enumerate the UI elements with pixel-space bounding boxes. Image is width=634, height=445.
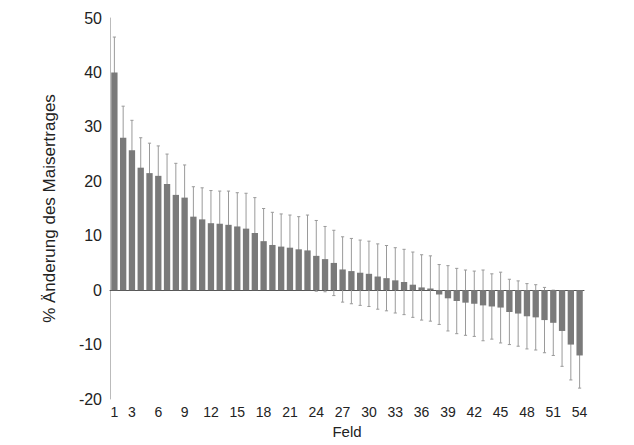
- svg-text:30: 30: [84, 118, 102, 135]
- svg-text:51: 51: [545, 404, 561, 420]
- svg-text:24: 24: [308, 404, 324, 420]
- svg-text:30: 30: [361, 404, 377, 420]
- svg-text:54: 54: [572, 404, 588, 420]
- svg-text:15: 15: [229, 404, 245, 420]
- svg-text:42: 42: [466, 404, 482, 420]
- svg-text:% Änderung des Maisertrages: % Änderung des Maisertrages: [40, 94, 59, 323]
- svg-text:-10: -10: [79, 336, 102, 353]
- svg-text:12: 12: [203, 404, 219, 420]
- svg-text:40: 40: [84, 64, 102, 81]
- svg-text:21: 21: [282, 404, 298, 420]
- svg-text:Feld: Feld: [332, 423, 361, 440]
- svg-text:6: 6: [154, 404, 162, 420]
- svg-text:36: 36: [414, 404, 430, 420]
- svg-text:3: 3: [128, 404, 136, 420]
- svg-text:39: 39: [440, 404, 456, 420]
- svg-text:45: 45: [493, 404, 509, 420]
- svg-text:33: 33: [387, 404, 403, 420]
- svg-text:27: 27: [335, 404, 351, 420]
- svg-text:50: 50: [84, 10, 102, 27]
- svg-text:48: 48: [519, 404, 535, 420]
- svg-text:20: 20: [84, 173, 102, 190]
- svg-text:1: 1: [110, 404, 118, 420]
- svg-text:-20: -20: [79, 391, 102, 408]
- svg-text:10: 10: [84, 227, 102, 244]
- svg-text:18: 18: [256, 404, 272, 420]
- svg-text:9: 9: [181, 404, 189, 420]
- svg-text:0: 0: [93, 282, 102, 299]
